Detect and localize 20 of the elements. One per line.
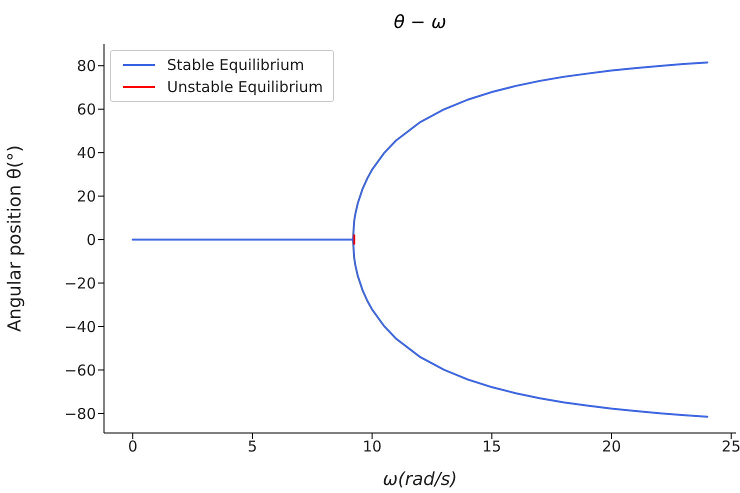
y-tick-label: 80 — [76, 57, 96, 76]
y-tick-label: 40 — [76, 144, 96, 162]
y-tick-label: −80 — [64, 404, 96, 423]
y-tick-label: −20 — [64, 274, 96, 292]
x-tick-label: 0 — [128, 438, 138, 456]
y-tick-label: −40 — [64, 318, 96, 336]
legend-label: Unstable Equilibrium — [167, 77, 324, 98]
y-axis-title: Angular position θ(°) — [4, 145, 26, 332]
x-tick-label: 10 — [362, 438, 382, 456]
y-tick-label: 60 — [76, 100, 96, 119]
x-tick-label: 25 — [722, 438, 740, 456]
legend-label: Stable Equilibrium — [167, 55, 304, 76]
x-tick-label: 5 — [248, 438, 258, 456]
y-tick-label: 20 — [76, 187, 96, 206]
chart-title: θ − ω — [392, 11, 448, 35]
y-tick-label: 0 — [86, 230, 96, 249]
x-axis-title: ω(rad/s) — [382, 469, 458, 490]
x-tick-label: 20 — [602, 438, 622, 456]
y-tick-label: −60 — [64, 361, 96, 380]
x-tick-label: 15 — [482, 438, 502, 456]
